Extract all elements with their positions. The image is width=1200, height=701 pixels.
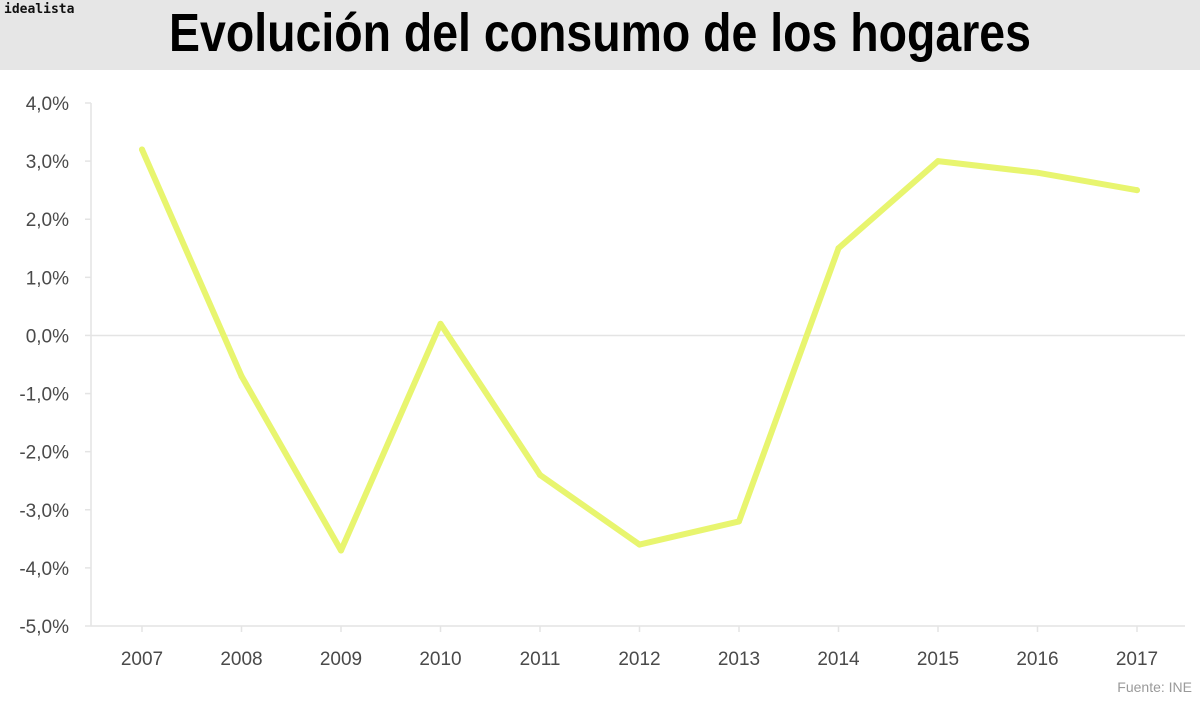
x-tick-label: 2009 xyxy=(320,649,362,670)
y-tick-label: -1,0% xyxy=(19,385,69,406)
y-tick-label: 2,0% xyxy=(26,210,69,231)
x-tick-label: 2007 xyxy=(121,649,163,670)
data-point xyxy=(636,541,643,548)
data-point xyxy=(1034,169,1041,176)
series-group xyxy=(139,146,1140,554)
data-point xyxy=(935,158,941,165)
data-point xyxy=(736,518,742,525)
y-tick-label: -4,0% xyxy=(19,559,69,580)
x-tick-label: 2011 xyxy=(520,649,561,670)
y-tick-label: -3,0% xyxy=(19,501,69,522)
x-tick-label: 2016 xyxy=(1016,649,1058,670)
data-point xyxy=(835,245,842,252)
brand-logo: idealista xyxy=(4,2,75,17)
y-tick-label: -2,0% xyxy=(19,443,69,464)
y-tick-label: 1,0% xyxy=(26,268,69,289)
data-point xyxy=(437,320,444,327)
source-note: Fuente: INE xyxy=(1117,679,1192,695)
y-tick-label: -5,0% xyxy=(19,617,69,638)
y-tick-label: 4,0% xyxy=(26,94,69,115)
x-tick-label: 2015 xyxy=(917,649,959,670)
y-tick-label: 0,0% xyxy=(26,326,69,347)
x-tick-label: 2010 xyxy=(419,649,461,670)
x-tick-label: 2008 xyxy=(220,649,262,670)
x-tick-label: 2014 xyxy=(817,649,860,670)
data-point xyxy=(537,471,543,478)
x-axis-ticks: 2007 2008 2009 2010 2011 2012 2013 2014 2015 2016… xyxy=(121,626,1158,670)
x-tick-label: 2013 xyxy=(718,649,760,670)
title-bar: idealista Evolución del consumo de los h… xyxy=(0,0,1200,70)
y-axis-ticks: 4,0% 3,0% 2,0% 1,0% 0,0% -1,0% -2,0% -3,0% -4,0%… xyxy=(19,94,91,638)
chart-axes xyxy=(90,103,1185,627)
series-line xyxy=(139,146,1140,554)
data-point xyxy=(1134,187,1140,194)
data-point xyxy=(139,146,145,153)
chart-title: Evolución del consumo de los hogares xyxy=(169,3,1031,63)
x-tick-label: 2017 xyxy=(1116,649,1158,670)
y-tick-label: 3,0% xyxy=(26,152,69,173)
data-point xyxy=(238,373,245,380)
data-point xyxy=(338,547,344,554)
x-tick-label: 2012 xyxy=(618,649,660,670)
